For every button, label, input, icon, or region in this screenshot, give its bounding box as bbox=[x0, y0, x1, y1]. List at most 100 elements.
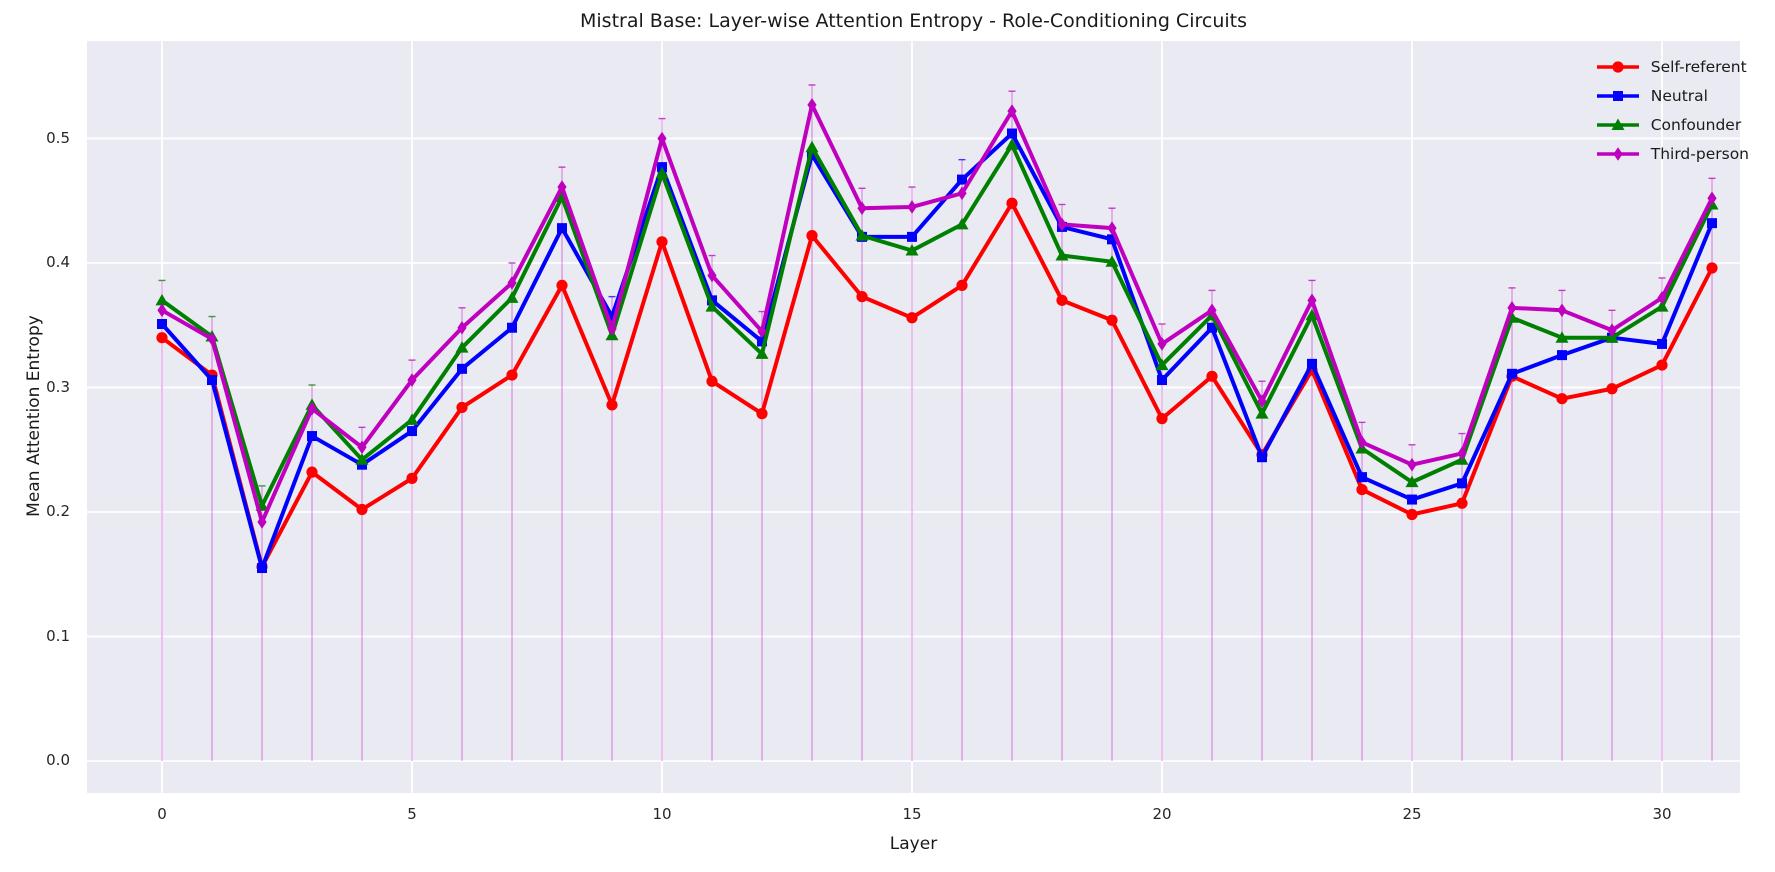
series-marker-self-referent bbox=[1456, 497, 1468, 509]
series-marker-confounder bbox=[505, 291, 519, 303]
series-marker-self-referent bbox=[1206, 370, 1218, 382]
y-tick-label: 0.5 bbox=[46, 128, 70, 147]
series-line-self-referent bbox=[160, 201, 1714, 569]
series-marker-third-person bbox=[207, 332, 217, 346]
series-marker-confounder bbox=[705, 300, 719, 312]
series-marker-self-referent bbox=[706, 375, 718, 387]
x-tick-label: 20 bbox=[1152, 805, 1172, 823]
series-marker-third-person bbox=[1057, 217, 1067, 232]
series-marker-neutral bbox=[257, 563, 267, 574]
series-marker-third-person bbox=[1307, 293, 1317, 308]
legend-sample-diamond-icon bbox=[1596, 147, 1639, 161]
series-marker-neutral bbox=[1507, 368, 1517, 379]
legend-sample-circle-icon bbox=[1596, 61, 1639, 73]
series-marker-confounder bbox=[1005, 138, 1019, 150]
y-tick-label: 0.0 bbox=[46, 751, 70, 769]
chart-title: Mistral Base: Layer-wise Attention Entro… bbox=[580, 10, 1247, 32]
series-marker-neutral bbox=[1357, 472, 1367, 483]
legend-sample-marker bbox=[1613, 147, 1623, 161]
series-marker-confounder bbox=[955, 217, 969, 230]
series-marker-neutral bbox=[1407, 494, 1417, 505]
series-marker-confounder bbox=[405, 413, 419, 425]
series-marker-third-person bbox=[1107, 221, 1117, 235]
y-tick-label: 0.2 bbox=[46, 502, 70, 520]
legend-sample-square-icon bbox=[1596, 91, 1639, 101]
series-marker-neutral bbox=[507, 322, 517, 333]
series-marker-self-referent bbox=[806, 230, 818, 242]
series-marker-neutral bbox=[907, 231, 917, 242]
series-marker-self-referent bbox=[856, 291, 868, 303]
series-marker-self-referent bbox=[1106, 314, 1118, 326]
x-tick-label: 30 bbox=[1652, 805, 1672, 823]
series-marker-third-person bbox=[357, 440, 367, 455]
legend: Self-referent Neutral Confounder Third-pers… bbox=[1595, 56, 1749, 165]
series-marker-self-referent bbox=[1006, 197, 1018, 209]
series-third-person bbox=[157, 98, 1717, 529]
series-marker-third-person bbox=[757, 324, 767, 339]
series-marker-third-person bbox=[157, 303, 167, 318]
series-marker-confounder bbox=[855, 229, 869, 241]
series-marker-neutral bbox=[557, 223, 567, 234]
series-marker-third-person bbox=[807, 98, 817, 112]
x-tick-label: 25 bbox=[1402, 805, 1422, 823]
series-marker-neutral bbox=[1257, 452, 1267, 463]
legend-item-third-person: Third-person bbox=[1595, 143, 1749, 165]
series-marker-confounder bbox=[1255, 407, 1269, 419]
legend-label: Self-referent bbox=[1650, 58, 1747, 76]
legend-label: Confounder bbox=[1650, 116, 1742, 134]
series-marker-third-person bbox=[1507, 301, 1517, 315]
plot-background bbox=[87, 41, 1740, 793]
series-marker-confounder bbox=[1105, 255, 1119, 267]
series-marker-self-referent bbox=[1156, 413, 1168, 425]
series-line-confounder bbox=[160, 142, 1714, 508]
series-neutral bbox=[157, 128, 1717, 574]
y-tick-label: 0.3 bbox=[46, 377, 70, 396]
series-marker-self-referent bbox=[606, 399, 618, 411]
x-axis-label: Layer bbox=[889, 834, 938, 854]
series-marker-confounder bbox=[155, 293, 169, 306]
series-layer bbox=[155, 98, 1719, 574]
series-marker-third-person bbox=[457, 320, 467, 335]
x-tick-label: 15 bbox=[902, 805, 922, 823]
series-marker-self-referent bbox=[506, 369, 518, 381]
series-marker-third-person bbox=[1457, 446, 1467, 461]
series-marker-confounder bbox=[1055, 249, 1069, 261]
series-marker-neutral bbox=[1157, 375, 1167, 386]
series-marker-third-person bbox=[1257, 394, 1267, 408]
series-marker-confounder bbox=[1555, 331, 1569, 343]
series-marker-self-referent bbox=[306, 466, 318, 478]
error-stem-layer bbox=[158, 84, 1716, 761]
series-marker-third-person bbox=[307, 401, 317, 416]
series-marker-confounder bbox=[1655, 300, 1669, 312]
series-marker-third-person bbox=[507, 276, 517, 290]
series-marker-self-referent bbox=[1356, 483, 1368, 496]
series-line-neutral bbox=[160, 131, 1714, 571]
series-marker-neutral bbox=[1457, 478, 1467, 489]
series-marker-third-person bbox=[1707, 191, 1717, 206]
y-tick-label: 0.1 bbox=[46, 626, 70, 645]
series-marker-third-person bbox=[257, 515, 267, 529]
series-marker-third-person bbox=[857, 201, 867, 216]
x-tick-label: 10 bbox=[652, 805, 672, 823]
series-marker-self-referent bbox=[1406, 508, 1418, 521]
series-marker-confounder bbox=[755, 347, 769, 359]
series-marker-third-person bbox=[1557, 303, 1567, 318]
series-marker-self-referent bbox=[1606, 383, 1618, 395]
series-marker-neutral bbox=[157, 319, 167, 330]
legend-sample-triangle-icon bbox=[1596, 118, 1639, 130]
series-marker-neutral bbox=[457, 363, 467, 374]
series-marker-neutral bbox=[1557, 350, 1567, 361]
series-marker-neutral bbox=[1307, 358, 1317, 369]
legend-item-neutral: Neutral bbox=[1595, 85, 1749, 107]
legend-item-confounder: Confounder bbox=[1595, 114, 1749, 136]
series-marker-third-person bbox=[1607, 323, 1617, 338]
series-marker-confounder bbox=[655, 166, 669, 179]
series-marker-third-person bbox=[1157, 337, 1167, 351]
series-marker-third-person bbox=[1357, 435, 1367, 450]
y-axis-label: Mean Attention Entropy bbox=[24, 315, 44, 517]
x-tick-label: 5 bbox=[407, 805, 417, 823]
series-marker-confounder bbox=[1305, 308, 1319, 321]
series-marker-third-person bbox=[1657, 291, 1667, 305]
